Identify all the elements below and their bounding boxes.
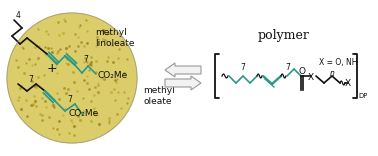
Text: 7: 7	[285, 63, 290, 73]
Text: methyl
linoleate: methyl linoleate	[95, 28, 135, 48]
Text: n: n	[330, 68, 335, 78]
Text: 4: 4	[15, 12, 20, 20]
Text: 7: 7	[68, 95, 73, 105]
Text: methyl
oleate: methyl oleate	[143, 86, 175, 106]
Text: 7: 7	[84, 54, 88, 63]
Text: X: X	[308, 73, 314, 81]
Text: polymer: polymer	[258, 29, 310, 42]
Text: X = O, NH: X = O, NH	[319, 58, 357, 66]
Text: CO₂Me: CO₂Me	[98, 71, 128, 80]
Text: 7: 7	[29, 76, 33, 85]
Circle shape	[7, 13, 137, 143]
Text: +: +	[47, 61, 57, 75]
Text: X: X	[345, 80, 351, 88]
Text: 7: 7	[240, 63, 245, 71]
Text: O: O	[299, 66, 305, 76]
Text: DP: DP	[358, 93, 367, 99]
Text: CO₂Me: CO₂Me	[69, 109, 99, 118]
Polygon shape	[165, 76, 201, 90]
Polygon shape	[165, 63, 201, 77]
